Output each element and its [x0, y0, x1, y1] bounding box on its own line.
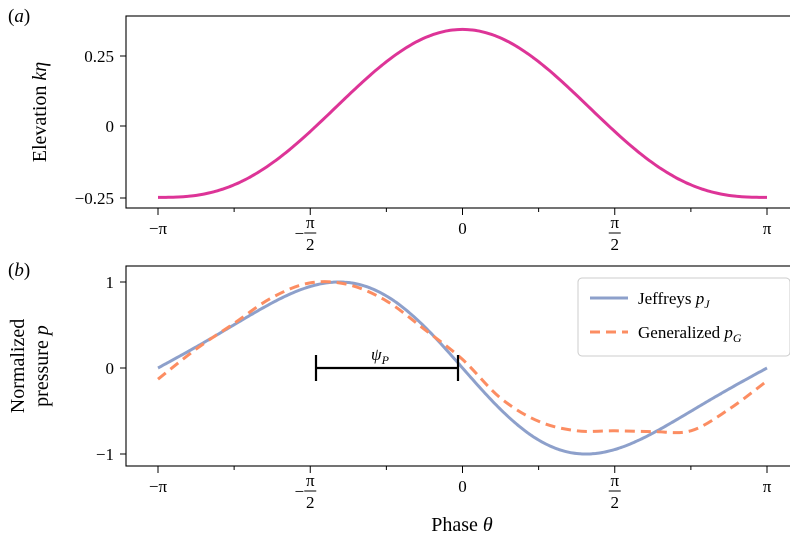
xticks-b-label-frac-num: π [306, 471, 315, 490]
phase-shift-label: ψP [371, 345, 390, 367]
xticks-a-label-frac-den: 2 [306, 235, 315, 254]
panel-b-ytick-label-bot: −1 [96, 445, 114, 464]
x-axis-label: Phase θ [431, 514, 493, 536]
legend-box [577, 277, 790, 357]
xticks-a-label-frac-den: 2 [611, 235, 620, 254]
xticks-b-label-zero: 0 [458, 477, 467, 496]
panel-a-ytick-label-bot: −0.25 [75, 189, 114, 208]
xticks-b-label-frac-minus: − [294, 482, 304, 501]
panel-a-ylabel: Elevation kη [29, 62, 51, 163]
generalized-pressure-line [157, 280, 768, 435]
panel-b-ytick-label-mid: 0 [106, 359, 115, 378]
xticks-a-label-minus-pi: −π [149, 219, 168, 238]
xticks-a-label-pi: π [763, 219, 772, 238]
phase-shift-annotation: ψP [314, 345, 460, 381]
panel-b-ylabel-line1: Normalized [7, 319, 29, 413]
xticks-b-label-pi: π [763, 477, 772, 496]
xticks-b-label-frac-den: 2 [306, 493, 315, 512]
xticks-a-label-frac-num: π [610, 213, 619, 232]
legend: Jeffreys pJ Generalized pG [577, 277, 790, 357]
panel-a-ytick-label-top: 0.25 [84, 47, 114, 66]
xticks-b-label-minus-pi: −π [149, 477, 168, 496]
legend-generalized-label: Generalized pG [638, 323, 742, 345]
panel-b-ylabel-line2: pressure p [31, 325, 53, 407]
panel-a-elevation-line [158, 27, 767, 199]
panel-a-label: (a) [8, 6, 30, 27]
xticks-a-label-frac-num: π [306, 213, 315, 232]
xticks-b-label-frac-den: 2 [611, 493, 620, 512]
xticks-a-label-frac-minus: − [294, 224, 304, 243]
legend-jeffreys-label: Jeffreys pJ [638, 289, 710, 311]
jeffreys-pressure-line [157, 280, 768, 456]
panel-b-ytick-label-top: 1 [106, 273, 115, 292]
xticks-b-label-frac-num: π [610, 471, 619, 490]
panel-b-label: (b) [8, 260, 30, 281]
panel-a-frame [125, 15, 790, 209]
xticks-a-label-zero: 0 [458, 219, 467, 238]
panel-a-ytick-label-mid: 0 [106, 117, 115, 136]
